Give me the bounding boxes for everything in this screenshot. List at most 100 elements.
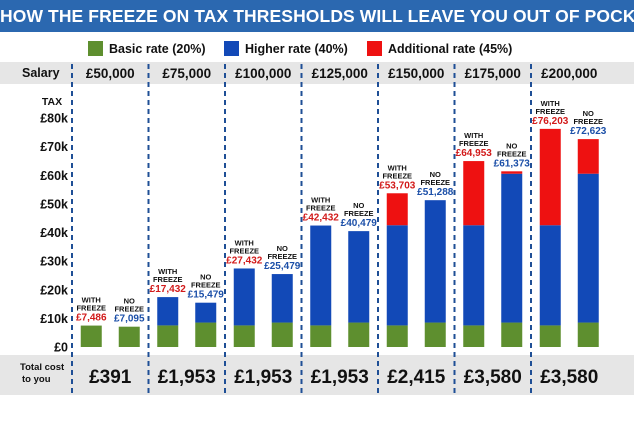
no-freeze-label-line1: NO	[430, 170, 441, 179]
y-tick-label: £50k	[40, 197, 68, 211]
total-cost-value: £1,953	[234, 367, 292, 388]
with-freeze-label-line2: FREEZE	[153, 275, 183, 284]
no-freeze-value: £51,288	[417, 187, 454, 198]
no-freeze-label-line1: NO	[124, 297, 135, 306]
total-cost-value: £3,580	[540, 367, 598, 388]
with-freeze-value: £7,486	[76, 313, 107, 324]
bar-segment-no-freeze-higher	[424, 200, 446, 323]
salary-row-label: Salary	[22, 66, 60, 80]
legend-swatch-basic	[88, 41, 103, 56]
no-freeze-value: £25,479	[264, 261, 301, 272]
bar-segment-with-freeze-higher	[310, 225, 332, 326]
y-tick-label: £10k	[40, 312, 68, 326]
no-freeze-label-line2: FREEZE	[497, 149, 527, 158]
bar-segment-with-freeze-basic	[157, 325, 179, 347]
legend-item-additional-rate: Additional rate (45%)	[367, 38, 512, 60]
y-tick-label: £70k	[40, 140, 68, 154]
with-freeze-label-line2: FREEZE	[535, 107, 565, 116]
bar-segment-no-freeze-basic	[271, 322, 293, 347]
legend-swatch-higher	[224, 41, 239, 56]
bar-segment-with-freeze-basic	[463, 325, 485, 347]
with-freeze-label-line1: WITH	[82, 296, 101, 305]
bar-segment-no-freeze-basic	[118, 326, 140, 347]
no-freeze-label-line1: NO	[583, 109, 594, 118]
no-freeze-value: £72,623	[570, 126, 607, 137]
bar-segment-no-freeze-basic	[501, 322, 523, 347]
with-freeze-label-line1: WITH	[235, 238, 254, 247]
total-cost-value: £3,580	[464, 367, 522, 388]
no-freeze-label-line1: NO	[200, 273, 211, 282]
legend-label-higher: Higher rate (40%)	[245, 42, 348, 56]
salary-label: £175,000	[465, 66, 521, 81]
bar-segment-no-freeze-higher	[271, 274, 293, 323]
bar-segment-no-freeze-higher	[577, 173, 599, 323]
bar-segment-no-freeze-basic	[348, 322, 370, 347]
legend: Basic rate (20%) Higher rate (40%) Addit…	[0, 38, 634, 60]
total-cost-value: £1,953	[311, 367, 369, 388]
no-freeze-label-line1: NO	[506, 141, 517, 150]
total-cost-band	[0, 355, 634, 395]
legend-label-basic: Basic rate (20%)	[109, 42, 206, 56]
no-freeze-value: £15,479	[188, 290, 225, 301]
bar-segment-with-freeze-basic	[233, 325, 255, 347]
salary-band	[0, 62, 634, 84]
with-freeze-label-line1: WITH	[541, 99, 560, 108]
no-freeze-label-line1: NO	[277, 244, 288, 253]
salary-label: £125,000	[312, 66, 368, 81]
bar-segment-with-freeze-higher	[463, 225, 485, 326]
legend-item-basic-rate: Basic rate (20%)	[88, 38, 206, 60]
no-freeze-label-line2: FREEZE	[191, 281, 221, 290]
with-freeze-label-line2: FREEZE	[229, 246, 259, 255]
no-freeze-label-line2: FREEZE	[267, 252, 297, 261]
with-freeze-label-line2: FREEZE	[306, 204, 336, 213]
no-freeze-value: £61,373	[494, 158, 531, 169]
with-freeze-value: £64,953	[456, 148, 493, 159]
with-freeze-value: £76,203	[532, 116, 569, 127]
bar-segment-no-freeze-additional	[577, 139, 599, 174]
bar-segment-with-freeze-basic	[310, 325, 332, 347]
no-freeze-value: £40,479	[341, 218, 378, 229]
y-tick-label: £60k	[40, 169, 68, 183]
y-tick-label: £30k	[40, 255, 68, 269]
bar-segment-with-freeze-basic	[80, 325, 102, 347]
y-tick-label: £0	[54, 341, 68, 355]
total-cost-value: £2,415	[387, 367, 446, 388]
with-freeze-label-line2: FREEZE	[459, 139, 489, 148]
no-freeze-label-line2: FREEZE	[573, 117, 603, 126]
bar-segment-no-freeze-basic	[424, 322, 446, 347]
salary-label: £150,000	[388, 66, 444, 81]
no-freeze-label-line2: FREEZE	[114, 305, 144, 314]
legend-label-additional: Additional rate (45%)	[388, 42, 513, 56]
title-bar: HOW THE FREEZE ON TAX THRESHOLDS WILL LE…	[0, 0, 634, 32]
bar-segment-with-freeze-additional	[463, 161, 485, 226]
with-freeze-label-line2: FREEZE	[76, 304, 106, 313]
salary-label: £50,000	[86, 66, 135, 81]
salary-label: £75,000	[162, 66, 211, 81]
no-freeze-label-line2: FREEZE	[344, 209, 374, 218]
bar-segment-with-freeze-basic	[539, 325, 561, 347]
y-tick-label: £20k	[40, 283, 68, 297]
legend-item-higher-rate: Higher rate (40%)	[224, 38, 348, 60]
chart-title: HOW THE FREEZE ON TAX THRESHOLDS WILL LE…	[0, 6, 634, 26]
total-cost-value: £391	[89, 367, 132, 388]
bar-segment-with-freeze-higher	[157, 297, 179, 326]
bar-segment-with-freeze-higher	[233, 268, 255, 326]
with-freeze-label-line1: WITH	[311, 196, 330, 205]
bar-segment-no-freeze-higher	[348, 231, 370, 323]
bar-segment-with-freeze-additional	[386, 193, 408, 226]
legend-swatch-additional	[367, 41, 382, 56]
bar-segment-no-freeze-basic	[195, 322, 217, 347]
bar-segment-with-freeze-higher	[539, 225, 561, 326]
bar-segment-no-freeze-basic	[577, 322, 599, 347]
bar-segment-no-freeze-higher	[195, 302, 217, 323]
y-axis-title: TAX	[42, 96, 62, 108]
bar-segment-no-freeze-additional	[501, 171, 523, 174]
total-cost-value: £1,953	[158, 367, 216, 388]
with-freeze-label-line1: WITH	[388, 163, 407, 172]
bar-segment-no-freeze-higher	[501, 173, 523, 323]
with-freeze-value: £53,703	[379, 180, 416, 191]
with-freeze-value: £27,432	[226, 255, 263, 266]
with-freeze-label-line2: FREEZE	[382, 171, 412, 180]
